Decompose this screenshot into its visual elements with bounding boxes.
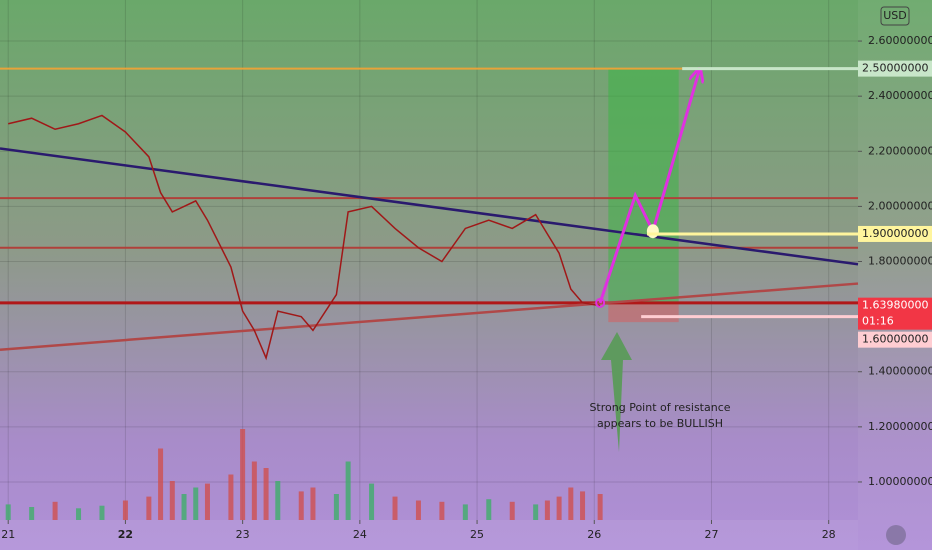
volume-bar: [228, 474, 234, 520]
volume-bar: [251, 461, 257, 520]
volume-bar: [76, 508, 82, 520]
volume-bar: [193, 487, 199, 520]
settings-button[interactable]: [886, 525, 906, 545]
volume-bar: [345, 461, 351, 520]
volume-bar: [544, 500, 550, 520]
x-tick-label: 25: [470, 528, 484, 541]
volume-bar: [29, 507, 35, 520]
y-tick-label: 2.00000000: [868, 199, 932, 212]
price-label: 1.90000000: [862, 227, 928, 240]
y-tick-label: 1.40000000: [868, 365, 932, 378]
volume-bar: [275, 481, 281, 520]
projection-point: [595, 297, 606, 308]
price-label-bg: [858, 60, 932, 77]
volume-bar: [597, 494, 603, 520]
volume-bar: [5, 504, 11, 520]
x-tick-label: 22: [118, 528, 133, 541]
x-tick-label: 24: [353, 528, 367, 541]
volume-bar: [392, 496, 398, 520]
volume-bar: [568, 487, 574, 520]
y-tick-label: 1.00000000: [868, 475, 932, 488]
volume-bar: [439, 501, 445, 520]
annotation-line: appears to be BULLISH: [597, 417, 723, 430]
trendline: [0, 282, 859, 351]
volume-bar: [369, 483, 375, 520]
x-tick-label: 27: [704, 528, 718, 541]
price-label-bg: [858, 331, 932, 348]
position-stop: [608, 302, 679, 323]
volume-bar: [204, 483, 210, 520]
volume-bar: [462, 504, 468, 520]
currency-box[interactable]: [880, 6, 910, 26]
volume-bar: [169, 481, 175, 520]
volume-bar: [99, 505, 105, 520]
volume-bar: [509, 501, 515, 520]
price-line: [8, 114, 601, 361]
price-label: 2.50000000: [862, 62, 928, 75]
y-tick-label: 1.20000000: [868, 420, 932, 433]
volume-bar: [298, 491, 304, 520]
volume-bar: [415, 500, 421, 520]
x-tick-label: 28: [822, 528, 836, 541]
x-tick-label: 26: [587, 528, 601, 541]
annotation-line: Strong Point of resistance: [589, 401, 730, 414]
currency: USD: [883, 9, 907, 22]
position-target: [608, 68, 679, 303]
volume-bar: [580, 491, 586, 520]
price-label-bg: [858, 297, 932, 330]
price-label: 1.63980000: [862, 299, 928, 312]
volume-bar: [533, 504, 539, 520]
volume-bar: [181, 494, 187, 520]
volume-bar: [158, 448, 164, 520]
volume-bar: [310, 487, 316, 520]
time-axis-bg: [0, 520, 858, 550]
x-tick-label: 21: [1, 528, 15, 541]
volume-bar: [240, 429, 246, 520]
volume-bar: [146, 496, 152, 520]
volume-bar: [556, 496, 562, 520]
x-tick-label: 23: [236, 528, 250, 541]
y-tick-label: 2.40000000: [868, 89, 932, 102]
y-tick-label: 1.80000000: [868, 255, 932, 268]
trendline: [0, 147, 859, 266]
countdown: 01:16: [862, 315, 894, 328]
price-label: 1.60000000: [862, 333, 928, 346]
volume-bar: [263, 468, 269, 520]
annotation-arrow: [601, 332, 632, 452]
volume-bar: [333, 494, 339, 520]
price-label-bg: [858, 225, 932, 242]
y-tick-label: 2.20000000: [868, 144, 932, 157]
volume-bar: [52, 501, 58, 520]
y-tick-label: 2.60000000: [868, 34, 932, 47]
volume-bar: [122, 500, 128, 520]
volume-bar: [486, 499, 492, 520]
projection-point: [646, 224, 659, 239]
projection-path: [598, 69, 700, 304]
price-axis-bg: [858, 0, 932, 550]
